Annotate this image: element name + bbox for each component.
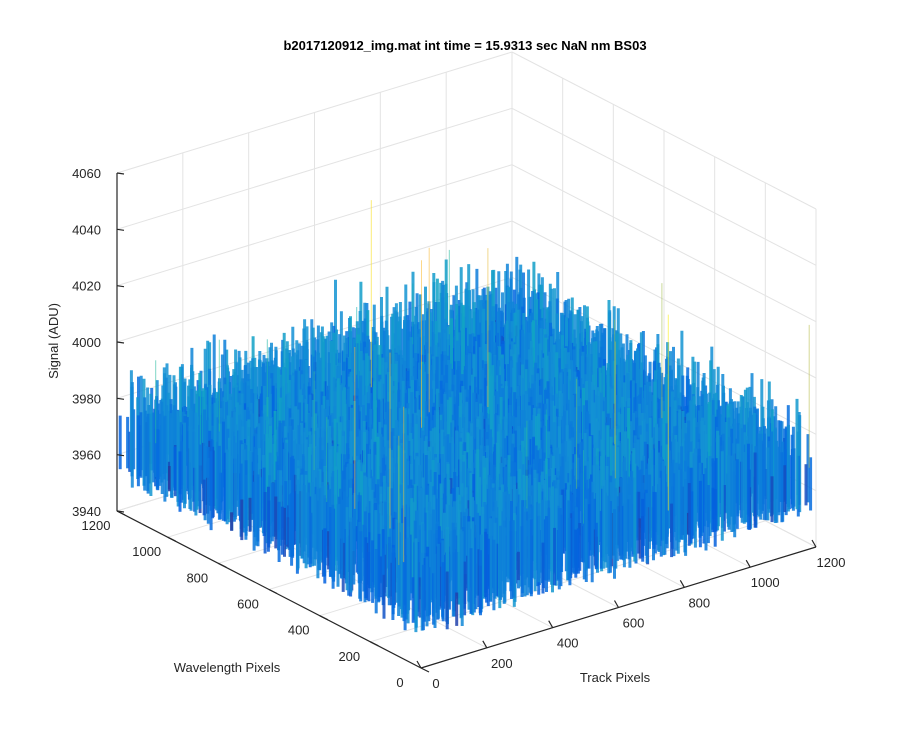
grid-line [511, 51, 817, 210]
y-tick-mark [218, 562, 227, 568]
grid-line [116, 220, 513, 343]
x-tick-mark [613, 600, 620, 608]
z-tick-mark [116, 172, 125, 175]
x-tick-mark [679, 580, 685, 588]
x-tick-mark [548, 620, 554, 628]
z-tick-mark [116, 228, 125, 231]
grid-line [116, 107, 513, 230]
x-tick-label: 0 [432, 676, 439, 691]
y-tick-mark [370, 641, 379, 647]
z-tick-mark [116, 454, 125, 457]
tick-labels: 0200400600800100012000200400600800100012… [72, 166, 845, 691]
z-tick-mark [116, 510, 125, 513]
surface-plot [118, 200, 813, 633]
z-tick-mark [116, 341, 125, 344]
y-tick-mark [167, 536, 176, 542]
z-tick-mark [116, 397, 125, 400]
grid-line [511, 276, 817, 435]
grid-line [116, 51, 513, 174]
y-tick-mark [319, 615, 328, 621]
axes [116, 172, 817, 673]
grid-line [511, 107, 817, 266]
x-tick-label: 200 [491, 656, 513, 671]
grid-line [511, 164, 817, 323]
x-tick-mark [416, 660, 422, 669]
x-tick-mark [811, 539, 817, 548]
z-tick-mark [116, 285, 125, 288]
x-tick-mark [745, 559, 751, 568]
y-tick-mark [420, 667, 430, 673]
y-tick-mark [268, 588, 278, 595]
grid-line [116, 164, 513, 287]
x-tick-mark [482, 640, 488, 649]
x-tick-label: 400 [557, 636, 579, 651]
grid-line [511, 220, 817, 379]
